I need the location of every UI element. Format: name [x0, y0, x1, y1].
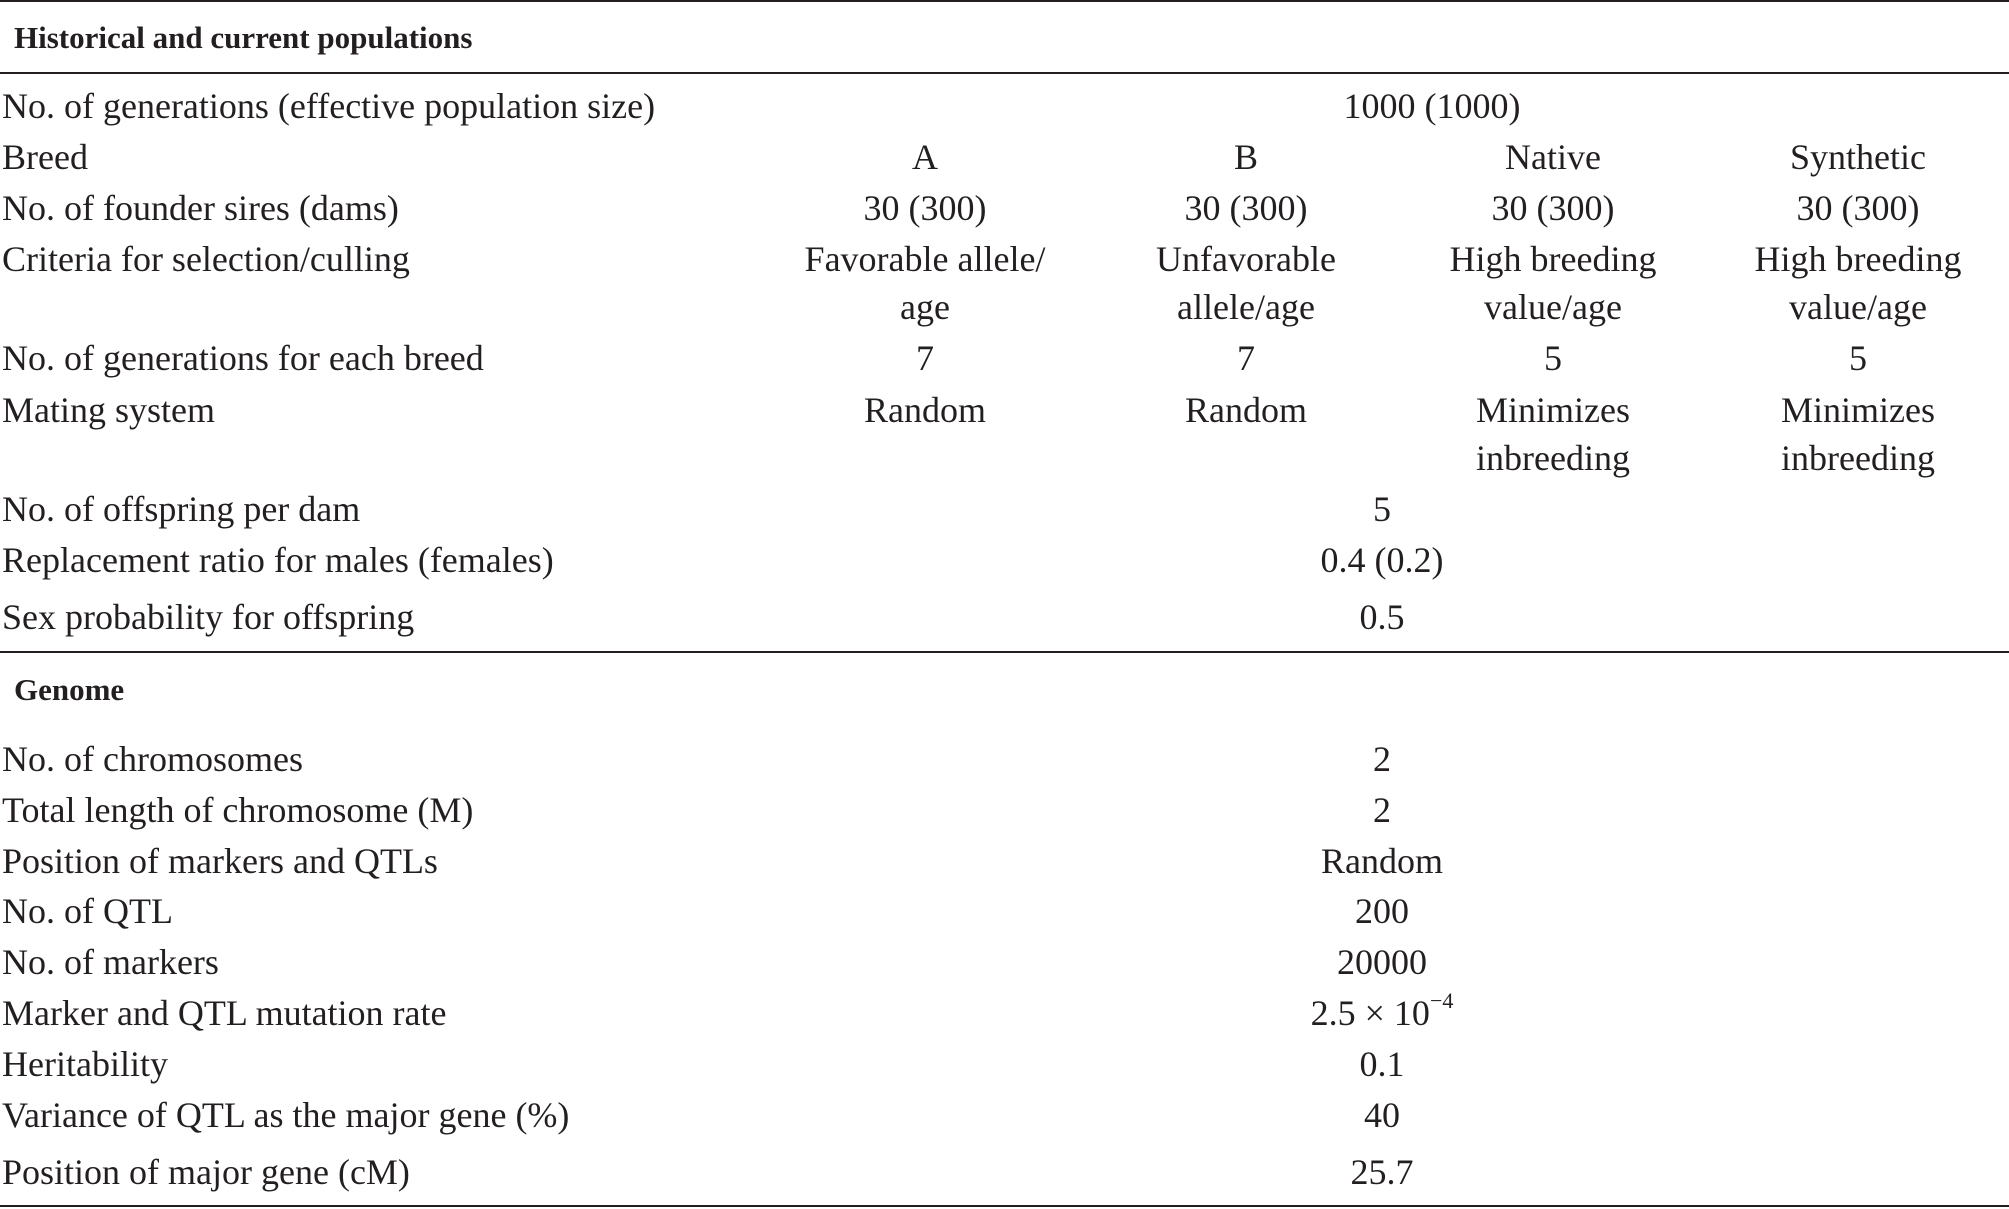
row-label: Marker and QTL mutation rate	[2, 993, 447, 1033]
cell-value: value/age	[1789, 287, 1927, 327]
row-label: No. of QTL	[2, 891, 173, 931]
row-label: Position of major gene (cM)	[2, 1152, 410, 1192]
row-label: Breed	[2, 137, 88, 177]
row-label: No. of chromosomes	[2, 739, 303, 779]
cell-value: age	[900, 287, 950, 327]
cell-value: 0.1	[1359, 1044, 1405, 1084]
row-label: Criteria for selection/culling	[2, 239, 410, 279]
column-header-native: Native	[1505, 137, 1601, 177]
cell-value: 30 (300)	[1491, 188, 1615, 228]
bottom-rule	[0, 1205, 2009, 1207]
row-label: Total length of chromosome (M)	[2, 790, 474, 830]
cell-value: Minimizes	[1476, 390, 1630, 430]
column-header-b: B	[1233, 137, 1258, 177]
cell-value: High breeding	[1754, 239, 1962, 279]
cell-value: Random	[1321, 841, 1443, 881]
cell-value: 2	[1373, 790, 1391, 830]
cell-value: 40	[1364, 1095, 1400, 1135]
row-label: Heritability	[2, 1044, 168, 1084]
cell-value: Random	[864, 390, 986, 430]
cell-value: inbreeding	[1476, 438, 1630, 478]
cell-value: allele/age	[1177, 287, 1315, 327]
row-label: No. of generations (effective population…	[2, 86, 656, 126]
cell-value: 200	[1355, 891, 1409, 931]
cell-value: Favorable allele/	[804, 239, 1046, 279]
cell-value: 1000 (1000)	[1343, 86, 1521, 126]
row-label: Variance of QTL as the major gene (%)	[2, 1095, 570, 1135]
cell-value: High breeding	[1449, 239, 1657, 279]
row-label: No. of markers	[2, 942, 219, 982]
cell-value: Minimizes	[1781, 390, 1935, 430]
cell-value: 7	[916, 338, 934, 378]
row-label: Replacement ratio for males (females)	[2, 540, 554, 580]
cell-value: 7	[1237, 338, 1255, 378]
cell-value: 30 (300)	[863, 188, 987, 228]
cell-value: 20000	[1337, 942, 1427, 982]
row-label: No. of generations for each breed	[2, 338, 484, 378]
cell-value: Unfavorable	[1156, 239, 1336, 279]
cell-value: 25.7	[1350, 1152, 1414, 1192]
row-label: Mating system	[2, 390, 215, 430]
top-rule	[0, 0, 2009, 2]
section-title-historical: Historical and current populations	[14, 20, 473, 55]
mutation-rate-base: 2.5 × 10	[1310, 993, 1430, 1033]
row-label: No. of offspring per dam	[2, 489, 361, 529]
row-label: No. of founder sires (dams)	[2, 188, 399, 228]
section-title-genome: Genome	[14, 672, 125, 707]
cell-value: 30 (300)	[1184, 188, 1308, 228]
row-label: Position of markers and QTLs	[2, 841, 438, 881]
cell-value: inbreeding	[1781, 438, 1935, 478]
cell-value: value/age	[1484, 287, 1622, 327]
cell-value: 0.4 (0.2)	[1320, 540, 1444, 580]
cell-value: 5	[1544, 338, 1562, 378]
cell-value: Random	[1185, 390, 1307, 430]
cell-value: 30 (300)	[1796, 188, 1920, 228]
cell-value: 0.5	[1359, 597, 1405, 637]
column-header-a: A	[912, 137, 938, 177]
row-label: Sex probability for offspring	[2, 597, 415, 637]
section-divider	[0, 651, 2009, 653]
cell-value: 5	[1849, 338, 1867, 378]
cell-value: 2.5 × 10−4	[1232, 989, 1532, 1037]
section-rule	[0, 72, 2009, 74]
mutation-rate-exponent: −4	[1429, 988, 1454, 1013]
cell-value: 2	[1373, 739, 1391, 779]
cell-value: 5	[1373, 489, 1391, 529]
column-header-synthetic: Synthetic	[1790, 137, 1926, 177]
